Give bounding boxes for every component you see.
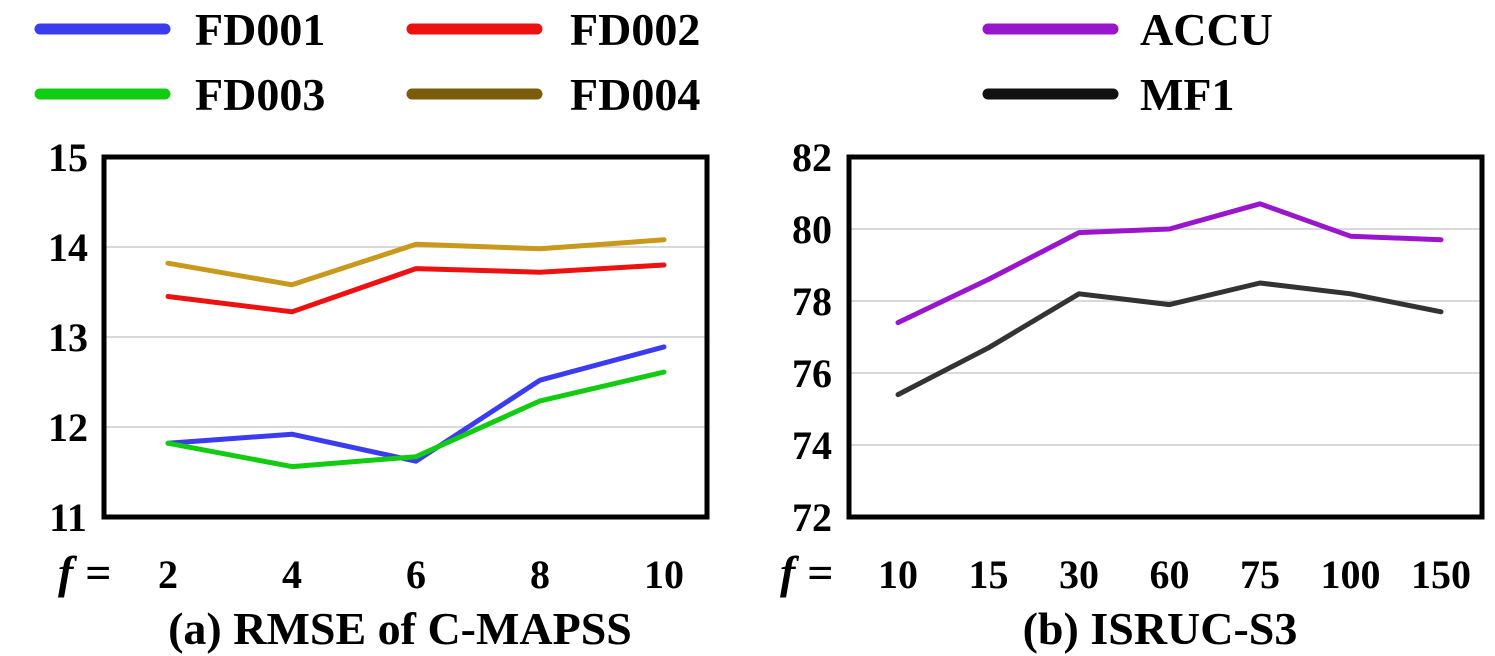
- chart-b-x-label: f =: [780, 547, 833, 598]
- chart-a-plot-frame: [101, 154, 710, 520]
- legend-a-label-3: FD004: [570, 69, 700, 120]
- chart-a-x-tick-10: 10: [644, 552, 684, 597]
- legend-b-label-0: ACCU: [1140, 4, 1273, 55]
- chart-b-x-ticks: 10 15 30 60 75 100 150: [878, 552, 1471, 597]
- chart-b-title: (b) ISRUC-S3: [1023, 603, 1298, 654]
- chart-b-series-mf1: [895, 280, 1444, 398]
- chart-a-x-tick-8: 8: [530, 552, 550, 597]
- chart-b-y-tick-82: 82: [792, 135, 832, 180]
- chart-b-gridlines: [849, 228, 1482, 446]
- chart-a-x-label: f =: [58, 547, 111, 598]
- chart-b-y-tick-80: 80: [792, 207, 832, 252]
- chart-a-y-tick-14: 14: [48, 225, 88, 270]
- chart-b-y-tick-72: 72: [792, 495, 832, 540]
- chart-a-series: [165, 237, 667, 470]
- chart-b-x-tick-100: 100: [1321, 552, 1381, 597]
- chart-b-y-tick-74: 74: [792, 423, 832, 468]
- chart-b-y-tick-78: 78: [792, 279, 832, 324]
- chart-a-title: (a) RMSE of C-MAPSS: [168, 603, 632, 654]
- chart-b-x-tick-30: 30: [1059, 552, 1099, 597]
- chart-a-x-tick-2: 2: [158, 552, 178, 597]
- chart-b-isruc: ACCU MF1 72 74 76 78 80 82 10 15 30 60 75 100 150 f…: [780, 4, 1485, 654]
- chart-a-x-ticks: 2 4 6 8 10: [158, 552, 684, 597]
- chart-b-y-tick-76: 76: [792, 351, 832, 396]
- chart-b-series: [895, 201, 1444, 398]
- chart-a-rmse: FD001 FD002 FD003 FD004 11 12 13 14 15 2 4 6 8 1…: [34, 4, 710, 654]
- chart-b-y-ticks: 72 74 76 78 80 82: [792, 135, 832, 540]
- chart-a-y-tick-12: 12: [48, 405, 88, 450]
- chart-b-x-tick-150: 150: [1411, 552, 1471, 597]
- chart-a-y-tick-15: 15: [48, 135, 88, 180]
- chart-b-plot-frame: [846, 154, 1485, 520]
- chart-b-legend: ACCU MF1: [982, 4, 1273, 120]
- legend-a-label-2: FD003: [195, 69, 325, 120]
- chart-b-series-accu: [895, 201, 1444, 326]
- chart-a-series-fd001: [165, 344, 667, 464]
- chart-a-series-fd002: [165, 262, 667, 315]
- chart-b-x-tick-15: 15: [969, 552, 1009, 597]
- chart-b-x-tick-10: 10: [878, 552, 918, 597]
- chart-a-series-fd004: [165, 237, 667, 288]
- chart-a-series-fd003: [165, 369, 667, 470]
- chart-a-y-tick-13: 13: [48, 315, 88, 360]
- chart-a-x-tick-4: 4: [282, 552, 302, 597]
- chart-a-y-tick-11: 11: [49, 495, 87, 540]
- chart-a-x-tick-6: 6: [406, 552, 426, 597]
- chart-b-x-tick-60: 60: [1150, 552, 1190, 597]
- chart-a-legend: FD001 FD002 FD003 FD004: [34, 4, 700, 120]
- legend-a-label-0: FD001: [195, 4, 325, 55]
- legend-a-label-1: FD002: [570, 4, 700, 55]
- legend-b-label-1: MF1: [1140, 69, 1235, 120]
- chart-a-y-ticks: 11 12 13 14 15: [48, 135, 88, 540]
- chart-b-x-tick-75: 75: [1240, 552, 1280, 597]
